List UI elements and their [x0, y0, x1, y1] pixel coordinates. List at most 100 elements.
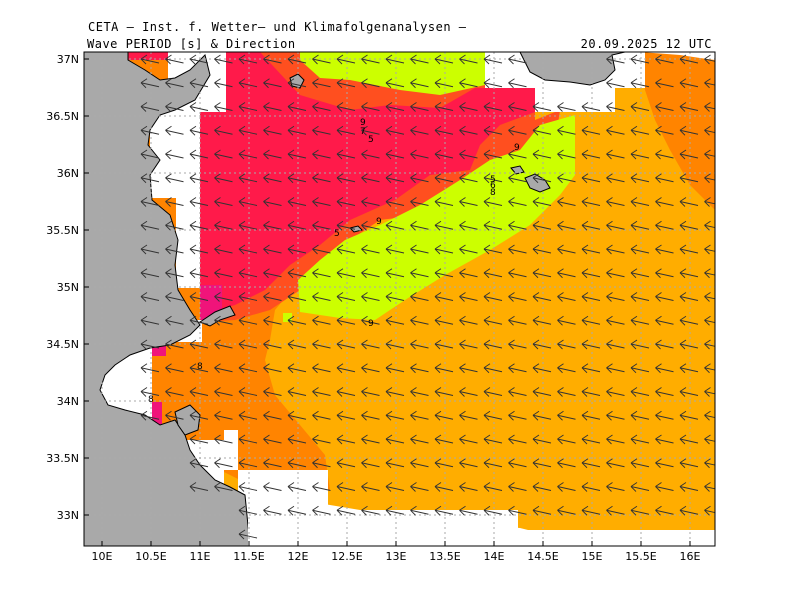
- direction-arrow: [606, 268, 625, 279]
- direction-arrow: [214, 220, 233, 231]
- direction-arrow: [361, 173, 380, 184]
- direction-arrow: [263, 363, 282, 374]
- direction-arrow: [214, 482, 233, 492]
- direction-arrow: [630, 482, 650, 492]
- direction-arrow: [606, 292, 625, 302]
- direction-arrow: [140, 244, 160, 255]
- direction-arrow: [459, 458, 478, 469]
- direction-arrow: [532, 363, 552, 374]
- map-frame: [83, 51, 716, 547]
- direction-arrow: [189, 173, 209, 184]
- direction-arrow: [336, 482, 356, 492]
- direction-arrow: [238, 197, 258, 207]
- direction-arrow: [410, 220, 429, 231]
- direction-arrow: [459, 339, 478, 350]
- direction-arrow: [557, 149, 576, 160]
- axis-labels: 10E 10.5E 11E 11.5E 12E 12.5E 13E 13.5E 14E 14.5E…: [46, 53, 700, 563]
- direction-arrow: [434, 149, 454, 160]
- contour-label: 5: [368, 135, 374, 145]
- direction-arrow: [630, 149, 650, 160]
- direction-arrow: [557, 410, 576, 421]
- direction-arrow: [434, 387, 454, 397]
- direction-arrow: [483, 387, 503, 397]
- direction-arrow: [165, 244, 184, 255]
- direction-arrow: [508, 505, 527, 516]
- period-field-crimson-top: [128, 52, 168, 60]
- direction-arrow: [581, 505, 601, 516]
- direction-arrow: [704, 482, 715, 492]
- direction-arrow: [581, 197, 601, 207]
- direction-arrow: [508, 78, 527, 89]
- direction-arrow: [410, 387, 429, 397]
- direction-arrow: [655, 339, 674, 350]
- direction-arrow: [679, 197, 699, 207]
- direction-arrow: [165, 363, 184, 374]
- direction-arrow: [336, 458, 356, 469]
- direction-arrow: [336, 363, 356, 374]
- direction-arrow: [434, 268, 454, 279]
- direction-arrow: [312, 458, 331, 469]
- direction-arrow: [189, 149, 209, 160]
- direction-arrow: [361, 78, 380, 89]
- direction-arrow: [287, 434, 307, 445]
- direction-arrow: [385, 102, 405, 112]
- y-tick-label: 33.5N: [46, 452, 79, 465]
- direction-arrow: [189, 410, 209, 421]
- direction-arrow: [361, 458, 380, 469]
- direction-arrow: [263, 292, 282, 302]
- direction-arrow: [508, 102, 527, 112]
- direction-arrow: [679, 482, 699, 492]
- direction-arrow: [704, 292, 715, 302]
- direction-arrow: [532, 244, 552, 255]
- direction-arrow: [606, 410, 625, 421]
- direction-arrow: [263, 315, 282, 326]
- direction-arrow: [630, 434, 650, 445]
- contour-label: 9: [376, 217, 382, 227]
- direction-arrow: [508, 315, 527, 326]
- direction-arrow: [581, 173, 601, 184]
- direction-arrow: [606, 434, 625, 445]
- direction-arrow: [312, 505, 331, 516]
- direction-arrow: [312, 387, 331, 397]
- direction-arrow: [140, 78, 160, 89]
- direction-arrow: [263, 102, 282, 112]
- direction-arrow: [630, 220, 650, 231]
- direction-arrow: [508, 458, 527, 469]
- direction-arrow: [312, 149, 331, 160]
- direction-arrow: [483, 268, 503, 279]
- direction-arrow: [532, 220, 552, 231]
- direction-arrow: [483, 363, 503, 374]
- direction-arrow: [434, 505, 454, 516]
- direction-arrow: [336, 292, 356, 302]
- direction-arrow: [336, 197, 356, 207]
- direction-arrow: [263, 244, 282, 255]
- direction-arrow: [532, 125, 552, 136]
- direction-arrow: [385, 244, 405, 255]
- x-tick-label: 12E: [288, 550, 309, 563]
- direction-arrow: [312, 54, 331, 65]
- direction-arrow: [263, 268, 282, 279]
- direction-arrow: [508, 268, 527, 279]
- direction-arrow: [655, 149, 674, 160]
- direction-arrow: [385, 410, 405, 421]
- direction-arrow: [189, 197, 209, 207]
- direction-arrow: [581, 315, 601, 326]
- direction-arrow: [606, 220, 625, 231]
- direction-arrow: [483, 315, 503, 326]
- direction-arrow: [385, 315, 405, 326]
- direction-arrow: [704, 173, 715, 184]
- direction-arrow: [679, 410, 699, 421]
- direction-arrow: [336, 54, 356, 65]
- direction-arrow: [165, 54, 184, 65]
- land-gozo: [510, 165, 525, 175]
- direction-arrow: [287, 315, 307, 326]
- direction-arrow: [189, 244, 209, 255]
- direction-arrow: [189, 102, 209, 112]
- direction-arrow: [312, 363, 331, 374]
- direction-arrow: [238, 339, 258, 350]
- direction-arrow: [287, 244, 307, 255]
- direction-arrow: [483, 244, 503, 255]
- direction-arrow: [140, 197, 160, 207]
- direction-arrow: [630, 78, 650, 89]
- direction-arrow: [630, 458, 650, 469]
